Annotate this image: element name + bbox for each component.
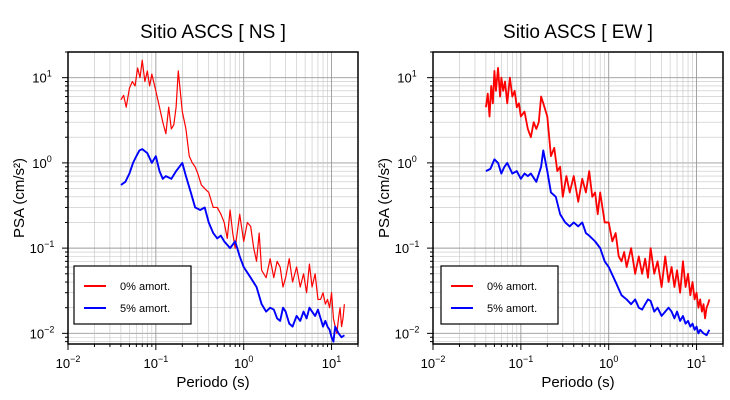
series-line-0 — [484, 67, 711, 320]
x-tick-label: 10−1 — [508, 354, 533, 371]
x-axis-label: Periodo (s) — [176, 374, 249, 391]
x-tick-label: 100 — [599, 354, 618, 371]
plot-frame — [432, 51, 724, 345]
series-line-1 — [485, 149, 711, 337]
legend-box — [440, 265, 559, 325]
legend: 0% amort. 5% amort. — [73, 265, 192, 325]
axis-ticks: 10−2 10−1 100 101 10−2 10−1 100 101 — [395, 51, 724, 371]
legend-label-0: 0% amort. — [120, 281, 170, 293]
legend-label-0: 0% amort. — [487, 281, 537, 293]
data-lines — [120, 59, 345, 343]
y-tick-label: 10−1 — [30, 239, 55, 256]
x-tick-label: 101 — [687, 354, 706, 371]
y-tick-label: 10−1 — [395, 239, 420, 256]
chart-panel-ew: Sitio ASCS [ EW ] 10−2 10−1 100 101 10−2 10−1… — [376, 22, 724, 391]
legend: 0% amort. 5% amort. — [440, 265, 559, 325]
chart-title: Sitio ASCS [ NS ] — [140, 22, 286, 43]
legend-label-1: 5% amort. — [120, 303, 170, 315]
x-tick-label: 10−2 — [56, 354, 81, 371]
x-tick-label: 101 — [322, 354, 341, 371]
chart-title: Sitio ASCS [ EW ] — [503, 22, 653, 43]
y-tick-label: 10−2 — [30, 324, 55, 341]
y-tick-label: 101 — [397, 69, 416, 86]
y-axis-label: PSA (cm/s²) — [11, 158, 28, 238]
y-tick-label: 10−2 — [395, 324, 420, 341]
y-tick-label: 100 — [397, 154, 416, 171]
x-tick-label: 10−1 — [143, 354, 168, 371]
x-tick-label: 100 — [234, 354, 253, 371]
x-tick-label: 10−2 — [421, 354, 446, 371]
y-tick-label: 101 — [32, 69, 51, 86]
chart-panel-ns: Sitio ASCS [ NS ] 10−2 10−1 100 101 10−2 10−1… — [11, 22, 359, 391]
series-line-1 — [120, 148, 345, 343]
data-lines — [484, 67, 711, 337]
plot-frame — [67, 51, 359, 345]
axis-ticks: 10−2 10−1 100 101 10−2 10−1 100 101 — [30, 51, 359, 371]
x-axis-label: Periodo (s) — [541, 374, 614, 391]
y-tick-label: 100 — [32, 154, 51, 171]
series-line-0 — [120, 59, 345, 334]
legend-label-1: 5% amort. — [487, 303, 537, 315]
y-axis-label: PSA (cm/s²) — [376, 158, 393, 238]
legend-box — [73, 265, 192, 325]
